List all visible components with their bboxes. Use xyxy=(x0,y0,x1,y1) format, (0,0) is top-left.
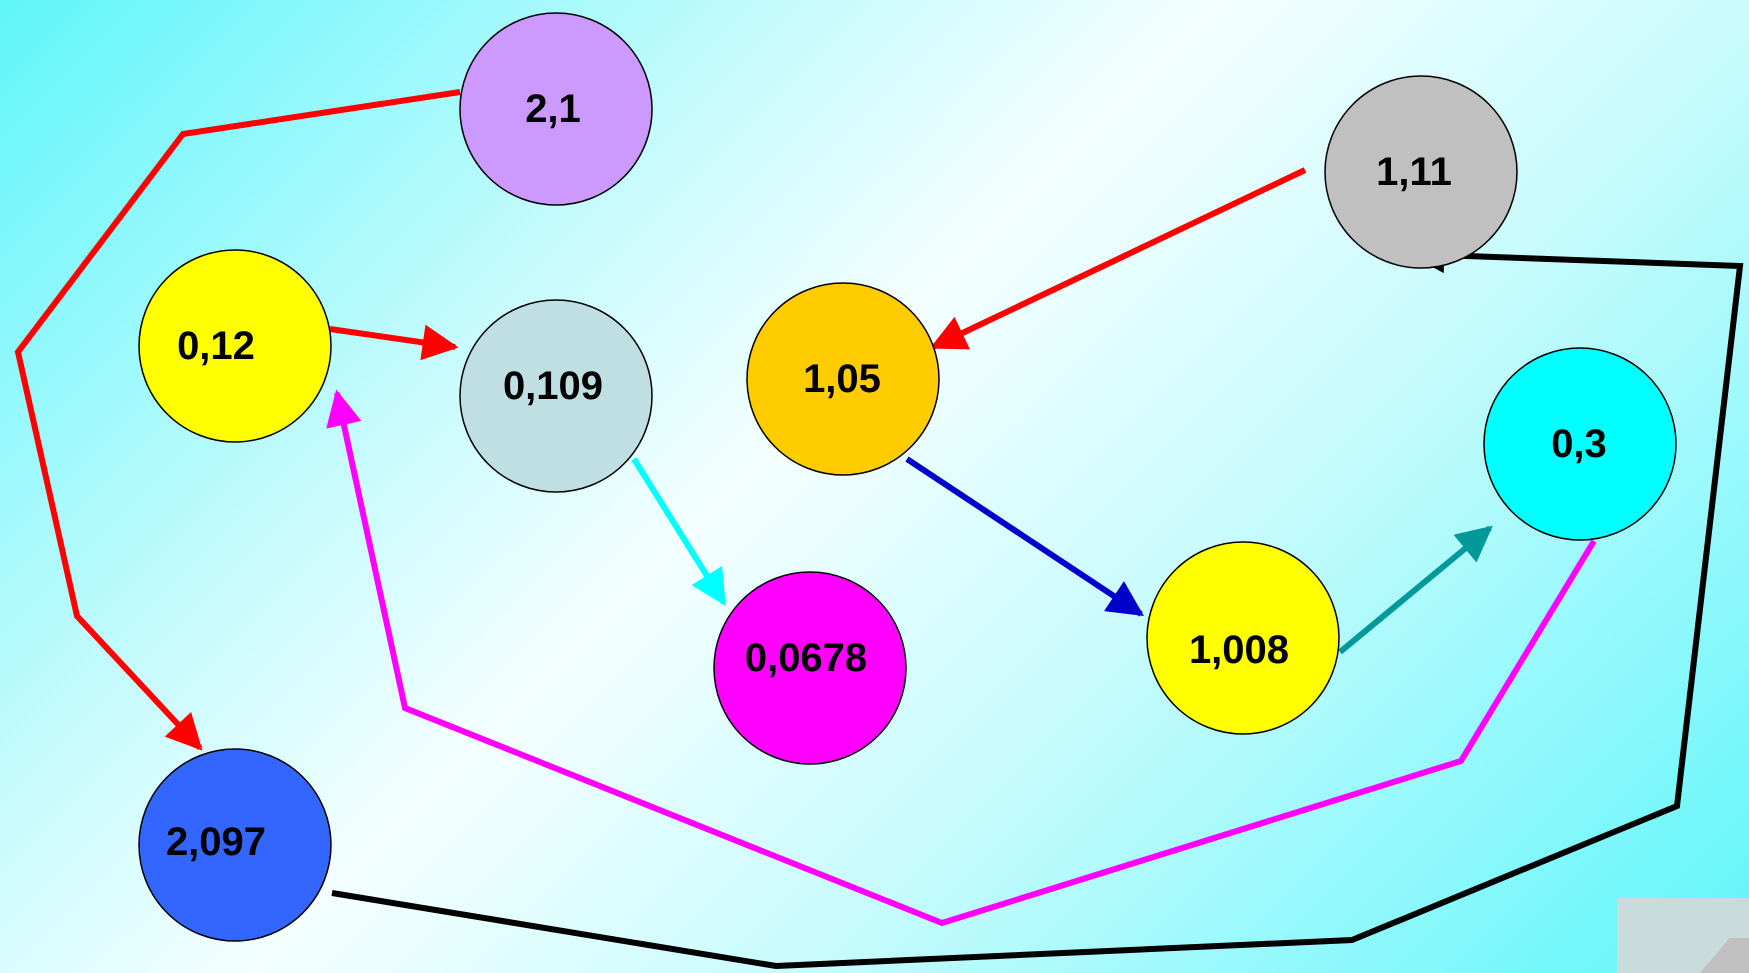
node-0-109-label: 0,109 xyxy=(503,364,603,408)
edge-0-3-to-0-12 xyxy=(326,389,1597,927)
node-0-109-circle xyxy=(459,299,653,493)
node-1-008-label: 1,008 xyxy=(1189,628,1289,672)
node-0-0678-circle xyxy=(713,571,907,765)
node-1-11: 1,11 xyxy=(1324,75,1518,269)
node-2-097-circle xyxy=(138,748,332,942)
node-0-12: 0,12 xyxy=(138,249,332,443)
node-0-12-label: 0,12 xyxy=(177,324,255,368)
node-0-0678-label: 0,0678 xyxy=(745,636,867,680)
node-0-0678: 0,0678 xyxy=(713,571,907,765)
edge-1-05-to-1-008 xyxy=(905,456,1145,617)
node-1-05: 1,05 xyxy=(746,282,940,476)
node-1-008-circle xyxy=(1146,541,1340,735)
node-1-05-label: 1,05 xyxy=(803,357,881,401)
node-2-1-circle xyxy=(459,12,653,206)
node-1-11-circle xyxy=(1324,75,1518,269)
node-1-008: 1,008 xyxy=(1146,541,1340,735)
node-1-05-circle xyxy=(746,282,940,476)
node-2-1-label: 2,1 xyxy=(525,87,581,131)
node-0-3-circle xyxy=(1483,347,1677,541)
node-0-3-label: 0,3 xyxy=(1551,422,1607,466)
edge-1-008-to-0-3 xyxy=(1338,525,1493,655)
node-0-109: 0,109 xyxy=(459,299,653,493)
node-2-1: 2,1 xyxy=(459,12,653,206)
edge-0-109-to-0-0678 xyxy=(631,457,727,607)
edge-0-12-to-0-109 xyxy=(329,324,459,361)
node-2-097: 2,097 xyxy=(138,748,332,942)
node-0-12-circle xyxy=(138,249,332,443)
edge-1-11-to-1-05 xyxy=(929,167,1307,350)
edge-2-1-to-2-097 xyxy=(14,89,461,751)
node-0-3: 0,3 xyxy=(1483,347,1677,541)
node-2-097-label: 2,097 xyxy=(166,820,266,864)
node-1-11-label: 1,11 xyxy=(1376,150,1452,194)
edge-2-097-to-1-11 xyxy=(331,237,1744,970)
